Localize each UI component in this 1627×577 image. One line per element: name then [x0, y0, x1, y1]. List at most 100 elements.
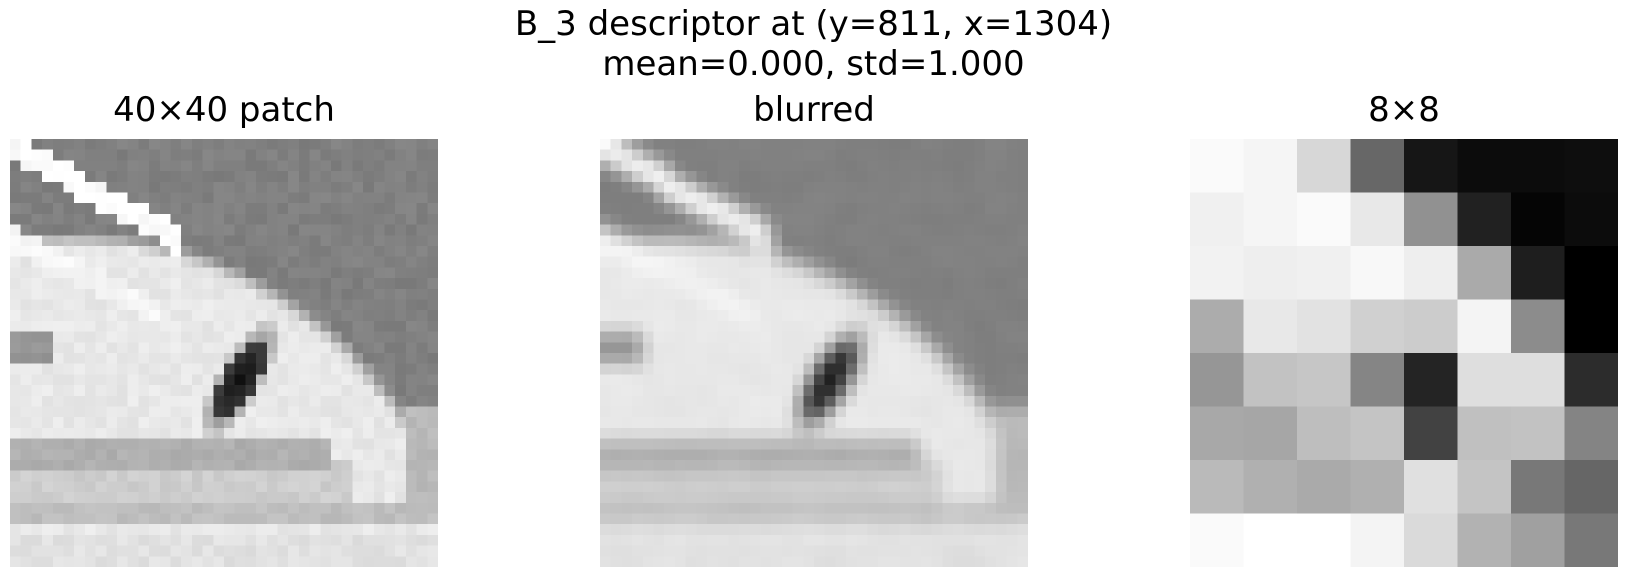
descriptor-cell — [1564, 139, 1618, 193]
blurred-pixel — [921, 192, 932, 204]
patch-pixel — [395, 492, 406, 503]
blurred-pixel — [824, 417, 836, 428]
patch-pixel — [298, 363, 310, 375]
blurred-pixel — [985, 224, 996, 236]
patch-pixel — [42, 374, 53, 386]
patch-pixel — [256, 406, 267, 418]
patch-pixel — [202, 438, 214, 450]
patch-pixel — [106, 181, 117, 193]
patch-pixel — [52, 481, 64, 493]
blurred-pixel — [781, 224, 793, 236]
patch-pixel — [363, 492, 374, 503]
patch-pixel — [320, 524, 331, 535]
blurred-pixel — [931, 545, 943, 557]
patch-pixel — [191, 460, 203, 471]
patch-pixel — [224, 224, 235, 236]
patch-pixel — [42, 278, 53, 289]
patch-pixel — [117, 256, 128, 268]
patch-pixel — [127, 460, 139, 471]
blurred-pixel — [760, 374, 772, 386]
blurred-pixel — [835, 406, 847, 418]
patch-pixel — [266, 481, 278, 493]
blurred-pixel — [888, 235, 900, 246]
blurred-pixel — [1017, 320, 1028, 332]
blurred-pixel — [728, 492, 740, 503]
blurred-pixel — [995, 246, 1007, 257]
patch-pixel — [405, 417, 417, 428]
patch-pixel — [245, 171, 257, 182]
patch-pixel — [352, 192, 364, 204]
blurred-pixel — [835, 299, 847, 311]
patch-pixel — [127, 481, 139, 493]
blurred-pixel — [696, 545, 707, 557]
patch-pixel — [363, 256, 374, 268]
descriptor-cell — [1457, 139, 1511, 193]
blurred-pixel — [985, 267, 996, 279]
blurred-pixel — [642, 556, 654, 567]
patch-pixel — [170, 449, 182, 460]
patch-pixel — [384, 160, 396, 172]
blurred-pixel — [707, 267, 718, 279]
patch-pixel — [159, 139, 171, 150]
descriptor-cell — [1350, 513, 1404, 567]
blurred-pixel — [717, 374, 729, 386]
blurred-pixel — [921, 213, 932, 225]
blurred-pixel — [600, 449, 611, 460]
blurred-pixel — [696, 470, 707, 482]
blurred-pixel — [921, 470, 932, 482]
blurred-pixel — [867, 331, 879, 343]
patch-pixel — [181, 363, 192, 375]
blurred-pixel — [995, 534, 1007, 546]
patch-pixel — [202, 256, 214, 268]
patch-pixel — [395, 556, 406, 567]
patch-pixel — [331, 149, 342, 161]
blurred-pixel — [985, 363, 996, 375]
patch-pixel — [84, 545, 96, 557]
blurred-pixel — [728, 374, 740, 386]
patch-pixel — [138, 139, 150, 150]
blurred-pixel — [931, 406, 943, 418]
blurred-pixel — [1006, 310, 1018, 321]
patch-pixel — [159, 449, 171, 460]
patch-pixel — [363, 417, 374, 428]
blurred-pixel — [824, 278, 836, 289]
patch-pixel — [95, 267, 107, 279]
patch-pixel — [52, 385, 64, 396]
patch-pixel — [95, 363, 107, 375]
patch-pixel — [341, 256, 353, 268]
blurred-pixel — [985, 502, 996, 514]
blurred-pixel — [814, 181, 825, 193]
patch-pixel — [170, 481, 182, 493]
blurred-pixel — [610, 438, 622, 450]
blurred-pixel — [803, 545, 814, 557]
blurred-pixel — [642, 288, 654, 300]
blurred-pixel — [878, 438, 889, 450]
blurred-pixel — [899, 406, 911, 418]
blurred-pixel — [985, 534, 996, 546]
blurred-pixel — [642, 246, 654, 257]
blurred-pixel — [867, 235, 879, 246]
patch-pixel — [352, 556, 364, 567]
patch-pixel — [63, 139, 75, 150]
blurred-pixel — [846, 502, 857, 514]
patch-pixel — [191, 374, 203, 386]
patch-pixel — [31, 417, 43, 428]
patch-pixel — [95, 171, 107, 182]
patch-pixel — [159, 160, 171, 172]
blurred-pixel — [995, 470, 1007, 482]
patch-pixel — [266, 524, 278, 535]
blurred-pixel — [814, 299, 825, 311]
patch-pixel — [117, 502, 128, 514]
blurred-pixel — [600, 278, 611, 289]
patch-pixel — [74, 224, 85, 236]
blurred-pixel — [674, 278, 686, 289]
blurred-pixel — [728, 299, 740, 311]
patch-pixel — [213, 449, 224, 460]
patch-pixel — [277, 406, 289, 418]
blurred-pixel — [1017, 470, 1028, 482]
patch-pixel — [288, 331, 299, 343]
patch-pixel — [352, 310, 364, 321]
blurred-pixel — [621, 534, 633, 546]
patch-pixel — [427, 203, 438, 214]
patch-pixel — [181, 320, 192, 332]
